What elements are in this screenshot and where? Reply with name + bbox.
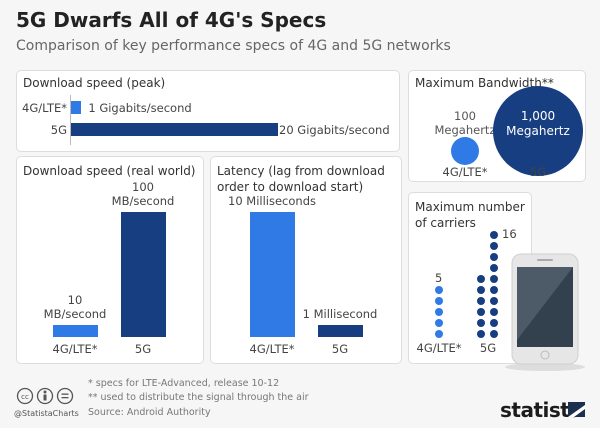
category-label: 4G/LTE* <box>52 342 98 356</box>
category-label: 5G <box>479 341 497 355</box>
data-label: 10 MB/second <box>43 292 107 321</box>
data-label: 100 MB/second <box>111 180 175 208</box>
chart-title: Download speed (real world) <box>23 164 196 178</box>
bar-5g <box>318 324 363 337</box>
smartphone-icon <box>505 253 585 371</box>
panel-latency: Latency (lag from download order to down… <box>210 156 402 364</box>
carrier-dot <box>490 319 498 327</box>
carrier-dot <box>490 231 498 239</box>
bar-5g <box>121 212 166 337</box>
data-label: 1,000 Megahertz <box>506 109 570 138</box>
category-label: 4G/LTE* <box>442 165 488 179</box>
category-label: 5G <box>134 342 152 356</box>
data-label: 10 Milliseconds <box>228 194 316 208</box>
category-label: 5G <box>50 123 67 137</box>
data-label: 5 <box>435 271 443 285</box>
carrier-dot <box>477 297 485 305</box>
bar-4glte <box>53 324 98 337</box>
category-label: 4G/LTE* <box>249 342 295 356</box>
chart-title: Maximum Bandwidth** <box>415 76 554 90</box>
carrier-dot <box>490 242 498 250</box>
chart-title: Maximum number of carriers <box>415 200 525 230</box>
carrier-dot <box>490 253 498 261</box>
carrier-dot <box>435 319 443 327</box>
page-title: 5G Dwarfs All of 4G's Specs <box>16 8 327 32</box>
panel-download-peak: Download speed (peak) 4G/LTE* 5G 1 Gigab… <box>16 70 400 152</box>
panel-bandwidth: Maximum Bandwidth** 100 Megahertz 1,000 … <box>408 70 586 182</box>
creative-commons-icons: cc <box>16 387 74 405</box>
carrier-dot <box>490 286 498 294</box>
carrier-dot <box>435 286 443 294</box>
carrier-dot <box>490 275 498 283</box>
data-label: 1 Millisecond <box>302 306 378 321</box>
data-label: 100 Megahertz <box>434 109 496 137</box>
panel-carriers: Maximum number of carriers 5 16 4G/LTE* 5… <box>408 192 532 364</box>
footnote-1: * specs for LTE-Advanced, release 10-12 <box>88 378 280 389</box>
carrier-dot <box>490 297 498 305</box>
page-subtitle: Comparison of key performance specs of 4… <box>16 38 451 54</box>
social-handle[interactable]: @StatistaCharts <box>14 409 79 418</box>
carrier-dot <box>477 319 485 327</box>
statista-logo-icon <box>568 402 585 417</box>
bubble-4g <box>450 136 480 166</box>
carrier-dot <box>477 330 485 338</box>
data-label: 20 Gigabits/second <box>279 123 390 137</box>
panel-download-real: Download speed (real world) 10 MB/second… <box>16 156 204 364</box>
carrier-dot <box>477 308 485 316</box>
footnote-2: ** used to distribute the signal through… <box>88 392 309 403</box>
carrier-dot <box>477 275 485 283</box>
bar-4g <box>71 101 82 114</box>
axis-line <box>70 95 71 145</box>
carrier-dot <box>490 330 498 338</box>
carrier-dot <box>477 286 485 294</box>
carrier-dot <box>435 330 443 338</box>
data-label: 16 <box>502 227 517 241</box>
carrier-dot <box>490 264 498 272</box>
category-label: 4G/LTE* <box>22 101 67 115</box>
data-label: 1 Gigabits/second <box>88 101 192 115</box>
category-label: 5G <box>529 165 547 179</box>
category-label: 4G/LTE* <box>416 341 462 355</box>
bar-5g <box>71 123 278 136</box>
category-label: 5G <box>331 342 349 356</box>
carrier-dot <box>435 297 443 305</box>
svg-text:cc: cc <box>21 393 29 401</box>
chart-title: Latency (lag from download order to down… <box>217 164 385 194</box>
carrier-dot <box>435 308 443 316</box>
source: Source: Android Authority <box>88 407 211 418</box>
chart-title: Download speed (peak) <box>23 76 166 90</box>
bubble-5g <box>493 86 583 176</box>
bar-4glte <box>250 212 295 337</box>
carrier-dot <box>490 308 498 316</box>
